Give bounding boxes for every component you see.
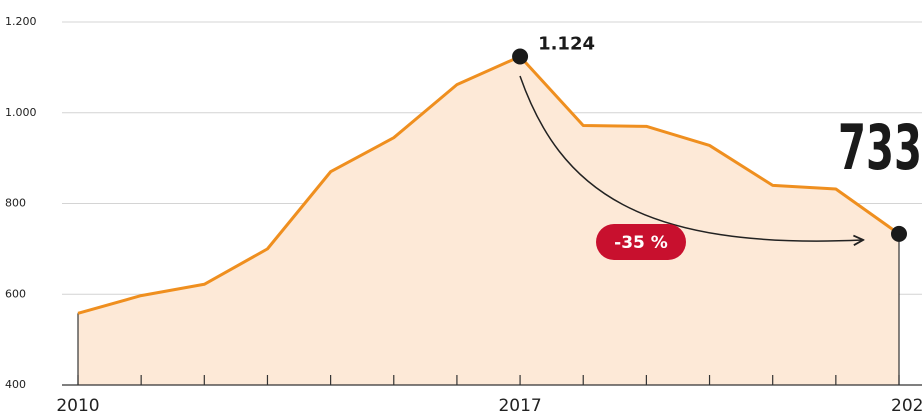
value-label: 733 <box>838 111 922 184</box>
arrow <box>519 75 862 241</box>
area <box>78 56 899 386</box>
line <box>77 54 900 315</box>
x-tick-label: 2023 <box>891 396 922 416</box>
annotation-pill <box>596 224 686 260</box>
y-tick-label: 1.000 <box>5 106 37 119</box>
point <box>512 48 529 65</box>
y-tick-label: 800 <box>5 197 26 210</box>
y-tick-label: 1.200 <box>5 15 37 28</box>
x-tick-label: 2017 <box>498 396 541 416</box>
point <box>891 225 907 242</box>
y-tick-label: 600 <box>5 287 26 300</box>
y-tick-label: 400 <box>5 378 26 391</box>
annotation: -35 % <box>614 233 668 253</box>
x-tick-label: 2010 <box>56 396 99 416</box>
value-label: 1.124 <box>538 33 595 54</box>
